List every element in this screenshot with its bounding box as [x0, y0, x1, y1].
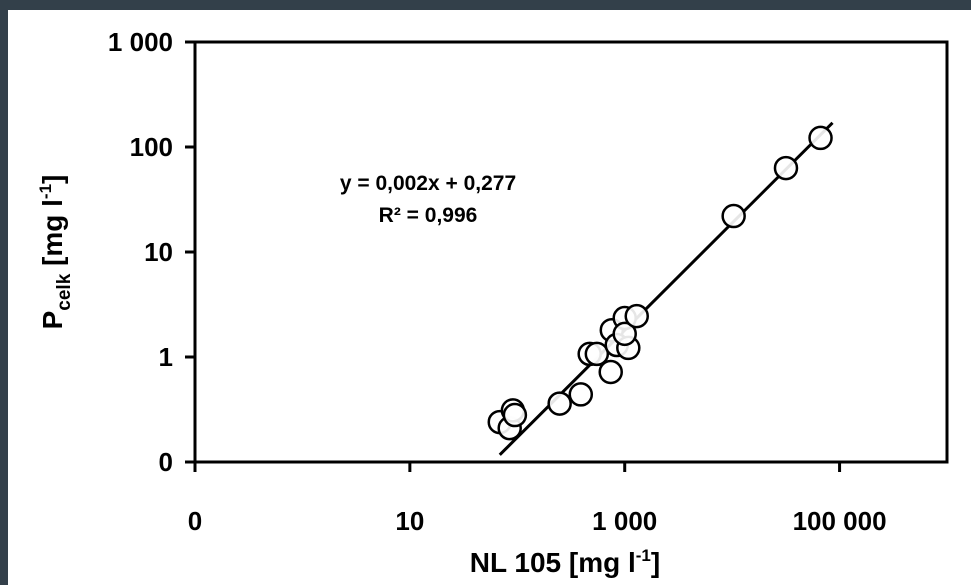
point: [547, 391, 572, 416]
x-label-text: NL 105 [mg l: [470, 547, 636, 578]
x-tick-label: 1 000: [592, 506, 657, 536]
point: [502, 402, 528, 428]
point: [808, 125, 833, 151]
x-tick-label: 10: [395, 506, 424, 536]
point: [612, 321, 637, 347]
point: [598, 359, 623, 385]
y-label-sub: celk: [54, 273, 75, 310]
y-label-sup: -1: [36, 184, 55, 199]
y-tick-label: 1 000: [108, 27, 173, 57]
y-tick-label: 0: [159, 447, 173, 477]
equation: y = 0,002x + 0,277: [340, 172, 516, 195]
panel: [8, 10, 971, 585]
y-label-end: ]: [37, 175, 68, 184]
point: [624, 303, 649, 329]
y-label-text: P: [37, 311, 68, 330]
x-axis-label: NL 105 [mg l-1]: [470, 546, 660, 578]
point: [773, 155, 799, 181]
x-label-end: ]: [651, 547, 660, 578]
x-label-sup: -1: [636, 546, 651, 565]
x-tick-label: 0: [188, 506, 202, 536]
y-tick-label: 1: [159, 342, 173, 372]
x-tick-label: 100 000: [793, 506, 887, 536]
y-tick-label: 100: [130, 132, 173, 162]
point: [568, 382, 594, 407]
point: [721, 203, 746, 229]
y-label-unit: [mg l: [37, 199, 68, 274]
point: [584, 341, 610, 367]
y-axis-label: Pcelk [mg l-1]: [36, 175, 75, 330]
y-tick-label: 10: [144, 237, 173, 267]
r-squared: R² = 0,996: [379, 204, 478, 227]
